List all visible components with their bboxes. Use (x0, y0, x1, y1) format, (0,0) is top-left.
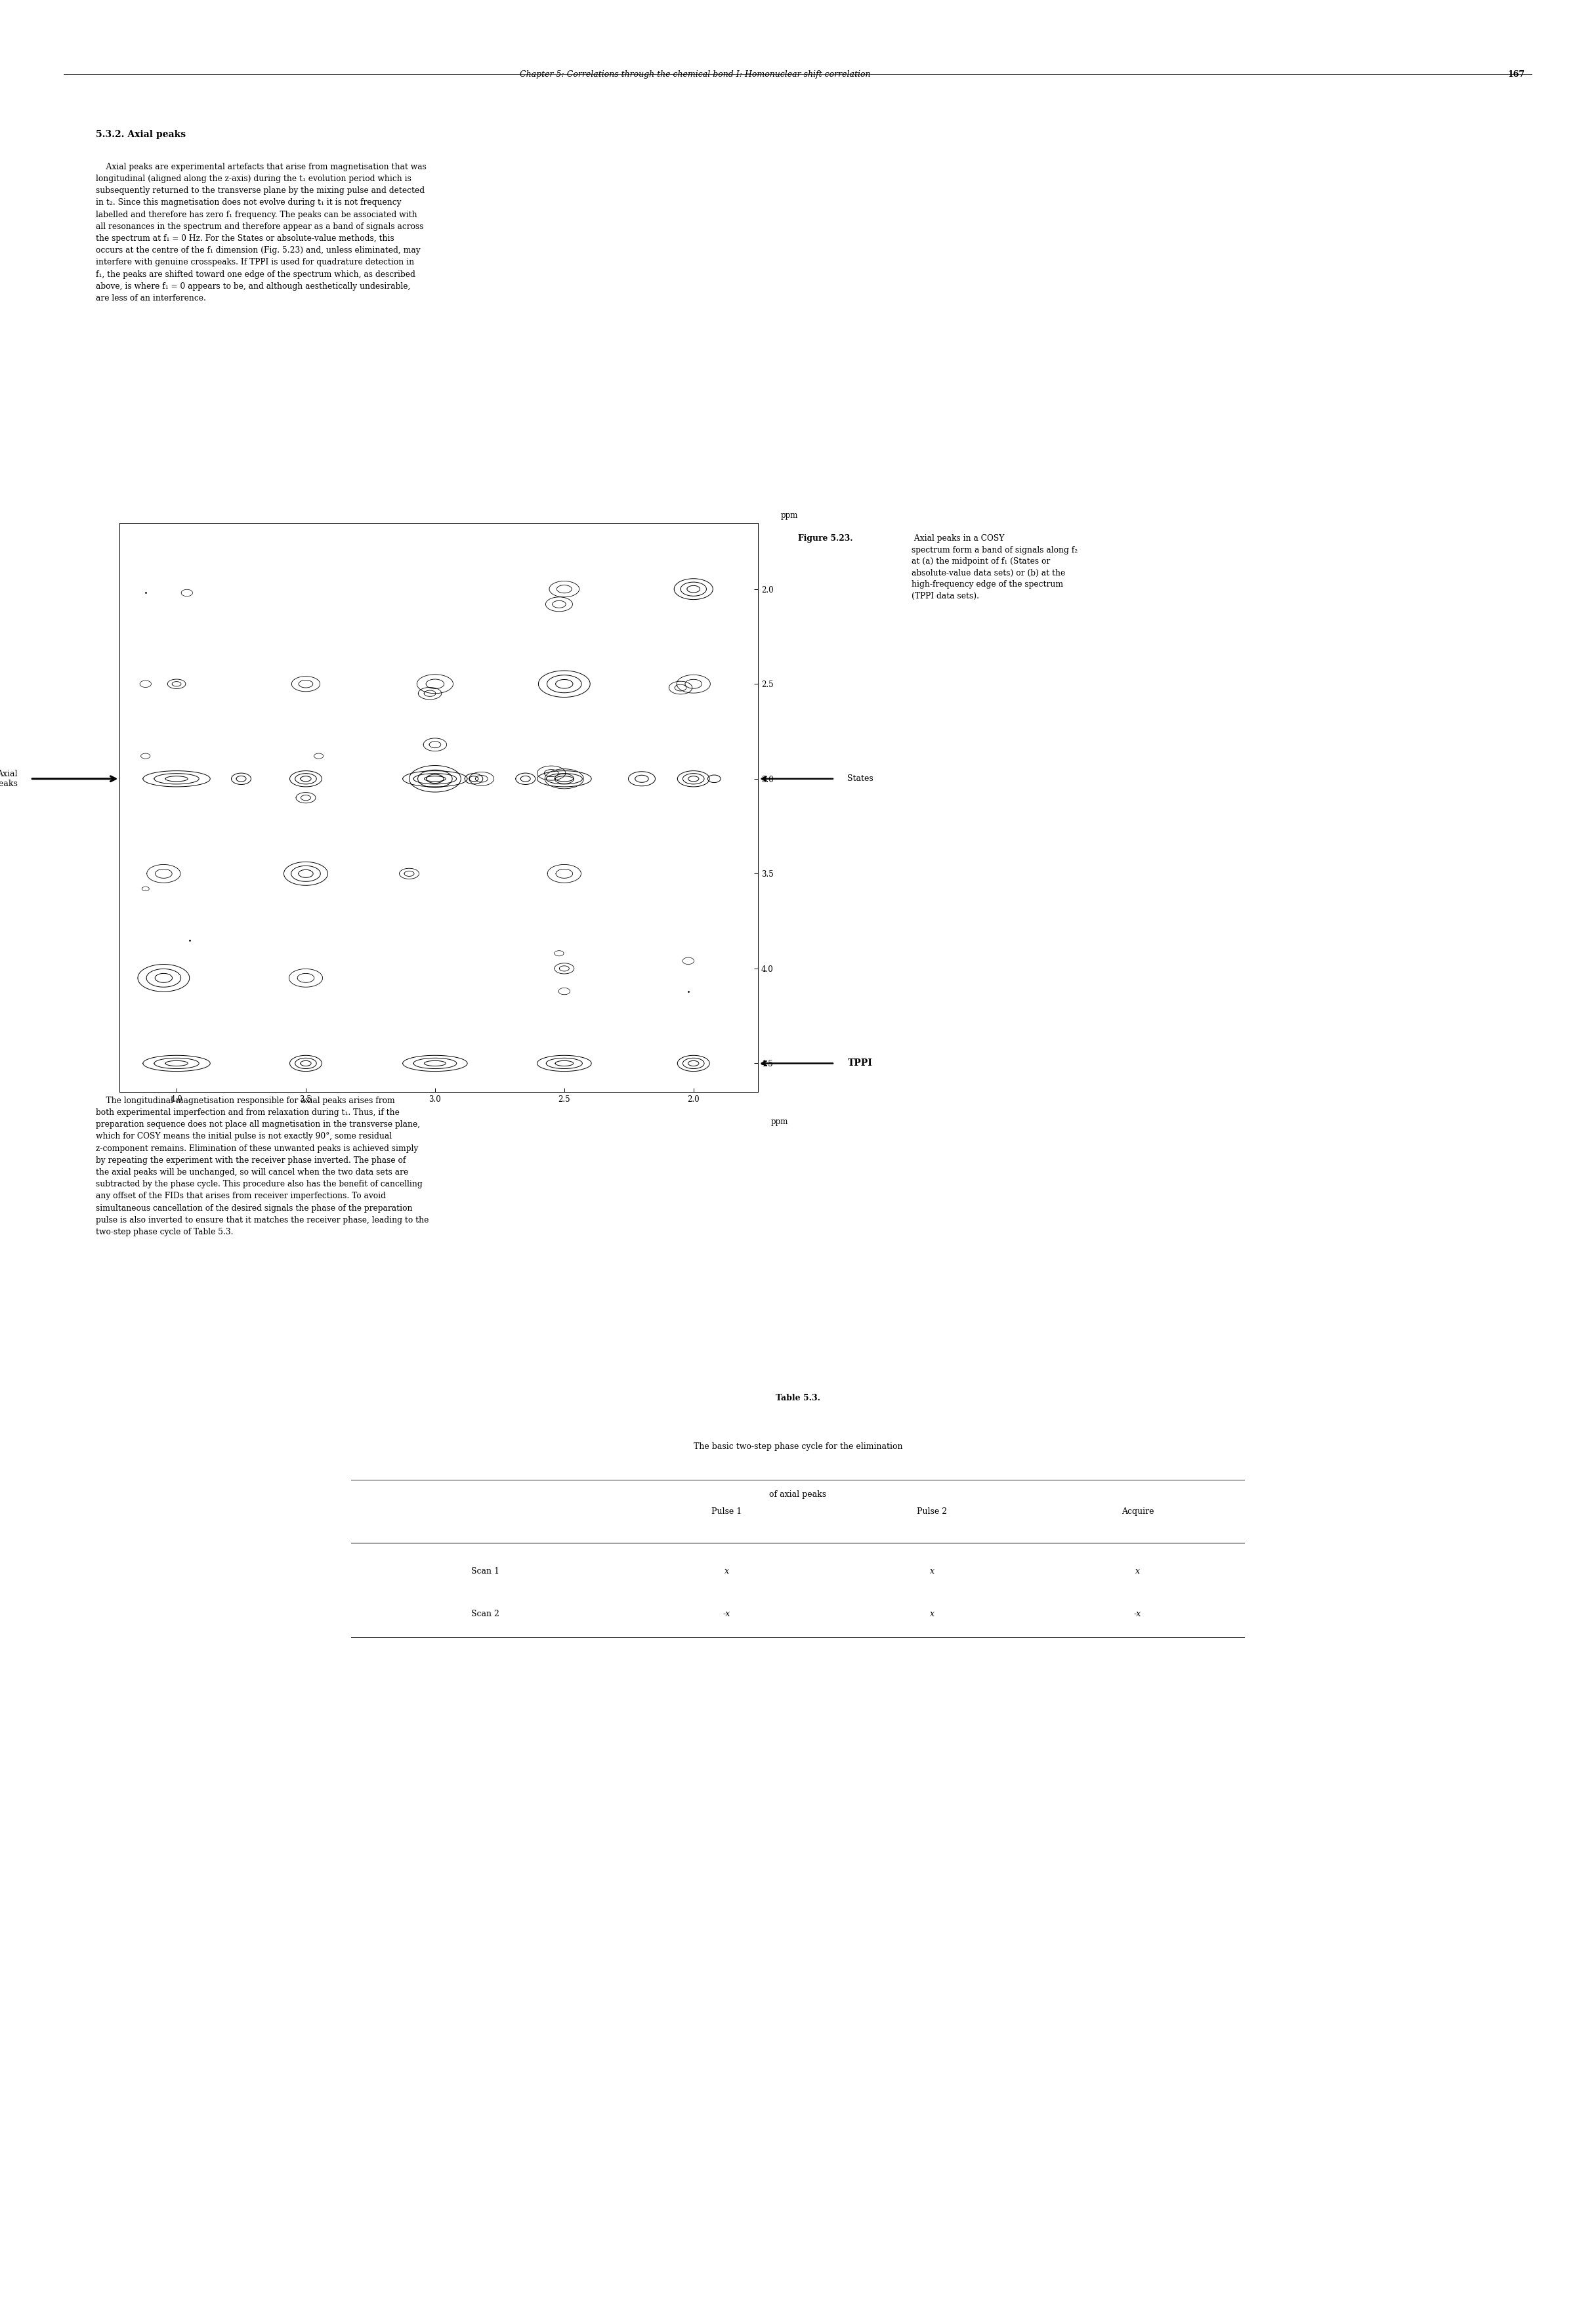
Text: x: x (725, 1568, 729, 1575)
Text: Pulse 1: Pulse 1 (712, 1508, 742, 1515)
Text: Pulse 2: Pulse 2 (918, 1508, 946, 1515)
Text: Axial
Peaks: Axial Peaks (0, 769, 18, 787)
Text: -x: -x (723, 1610, 731, 1619)
Text: Chapter 5: Correlations through the chemical bond I: Homonuclear shift correlati: Chapter 5: Correlations through the chem… (520, 70, 870, 79)
Text: x: x (930, 1610, 934, 1619)
Text: 167: 167 (1508, 70, 1524, 79)
Text: The basic two-step phase cycle for the elimination: The basic two-step phase cycle for the e… (694, 1443, 902, 1450)
Text: of axial peaks: of axial peaks (769, 1491, 827, 1498)
Text: Acquire: Acquire (1122, 1508, 1154, 1515)
Text: States: States (847, 774, 873, 783)
Text: Table 5.3.: Table 5.3. (776, 1394, 820, 1403)
Text: Scan 2: Scan 2 (471, 1610, 500, 1619)
Text: 5.3.2. Axial peaks: 5.3.2. Axial peaks (96, 130, 185, 139)
Text: Axial peaks in a COSY
spectrum form a band of signals along f₂
at (a) the midpoi: Axial peaks in a COSY spectrum form a ba… (911, 534, 1077, 599)
Text: -x: -x (1133, 1610, 1141, 1619)
Text: ppm: ppm (780, 511, 798, 520)
Text: Scan 1: Scan 1 (471, 1568, 500, 1575)
Text: ppm: ppm (771, 1117, 788, 1127)
Text: Axial peaks are experimental artefacts that arise from magnetisation that was
lo: Axial peaks are experimental artefacts t… (96, 163, 426, 302)
Text: TPPI: TPPI (847, 1059, 873, 1069)
Text: The longitudinal magnetisation responsible for axial peaks arises from
both expe: The longitudinal magnetisation responsib… (96, 1096, 429, 1236)
Text: Figure 5.23.: Figure 5.23. (798, 534, 852, 544)
Text: x: x (930, 1568, 934, 1575)
Text: x: x (1135, 1568, 1140, 1575)
